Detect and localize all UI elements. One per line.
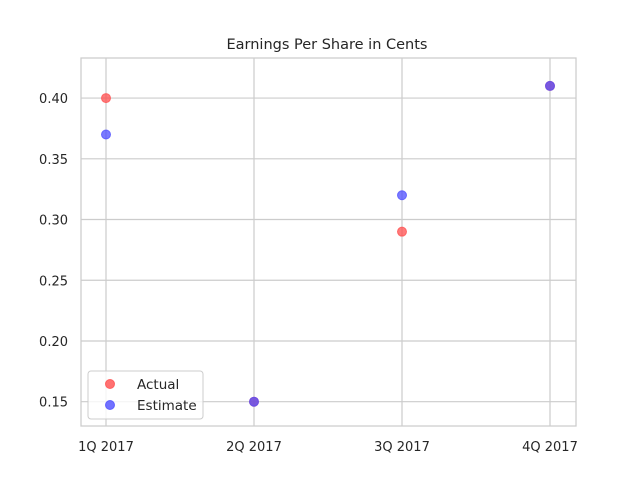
y-tick-label: 0.35 (39, 153, 68, 168)
x-axis: 1Q 2017 2Q 2017 3Q 2017 4Q 2017 (78, 440, 578, 455)
point-actual (101, 93, 111, 104)
legend-label-estimate: Estimate (137, 398, 197, 414)
point-estimate (545, 80, 555, 91)
legend-label-actual: Actual (137, 377, 179, 393)
y-tick-label: 0.25 (39, 274, 68, 289)
y-tick-label: 0.40 (39, 92, 68, 107)
y-axis: 0.15 0.20 0.25 0.30 0.35 0.40 (39, 92, 68, 411)
point-actual (397, 226, 407, 237)
x-tick-label: 3Q 2017 (374, 440, 430, 455)
data-points (101, 80, 555, 407)
x-tick-label: 1Q 2017 (78, 440, 134, 455)
point-estimate (101, 129, 111, 140)
y-tick-label: 0.20 (39, 335, 68, 350)
x-tick-label: 4Q 2017 (522, 440, 578, 455)
grid (81, 58, 576, 426)
y-tick-label: 0.15 (39, 396, 68, 411)
legend-box (87, 370, 204, 420)
point-estimate (397, 190, 407, 201)
plot-frame (80, 57, 577, 427)
y-tick-label: 0.30 (39, 214, 68, 229)
legend-marker-actual (105, 379, 115, 389)
legend: Actual Estimate (87, 370, 204, 420)
chart-title: Earnings Per Share in Cents (226, 37, 427, 53)
x-tick-label: 2Q 2017 (226, 440, 282, 455)
point-estimate (249, 396, 259, 407)
legend-marker-estimate (105, 400, 115, 410)
